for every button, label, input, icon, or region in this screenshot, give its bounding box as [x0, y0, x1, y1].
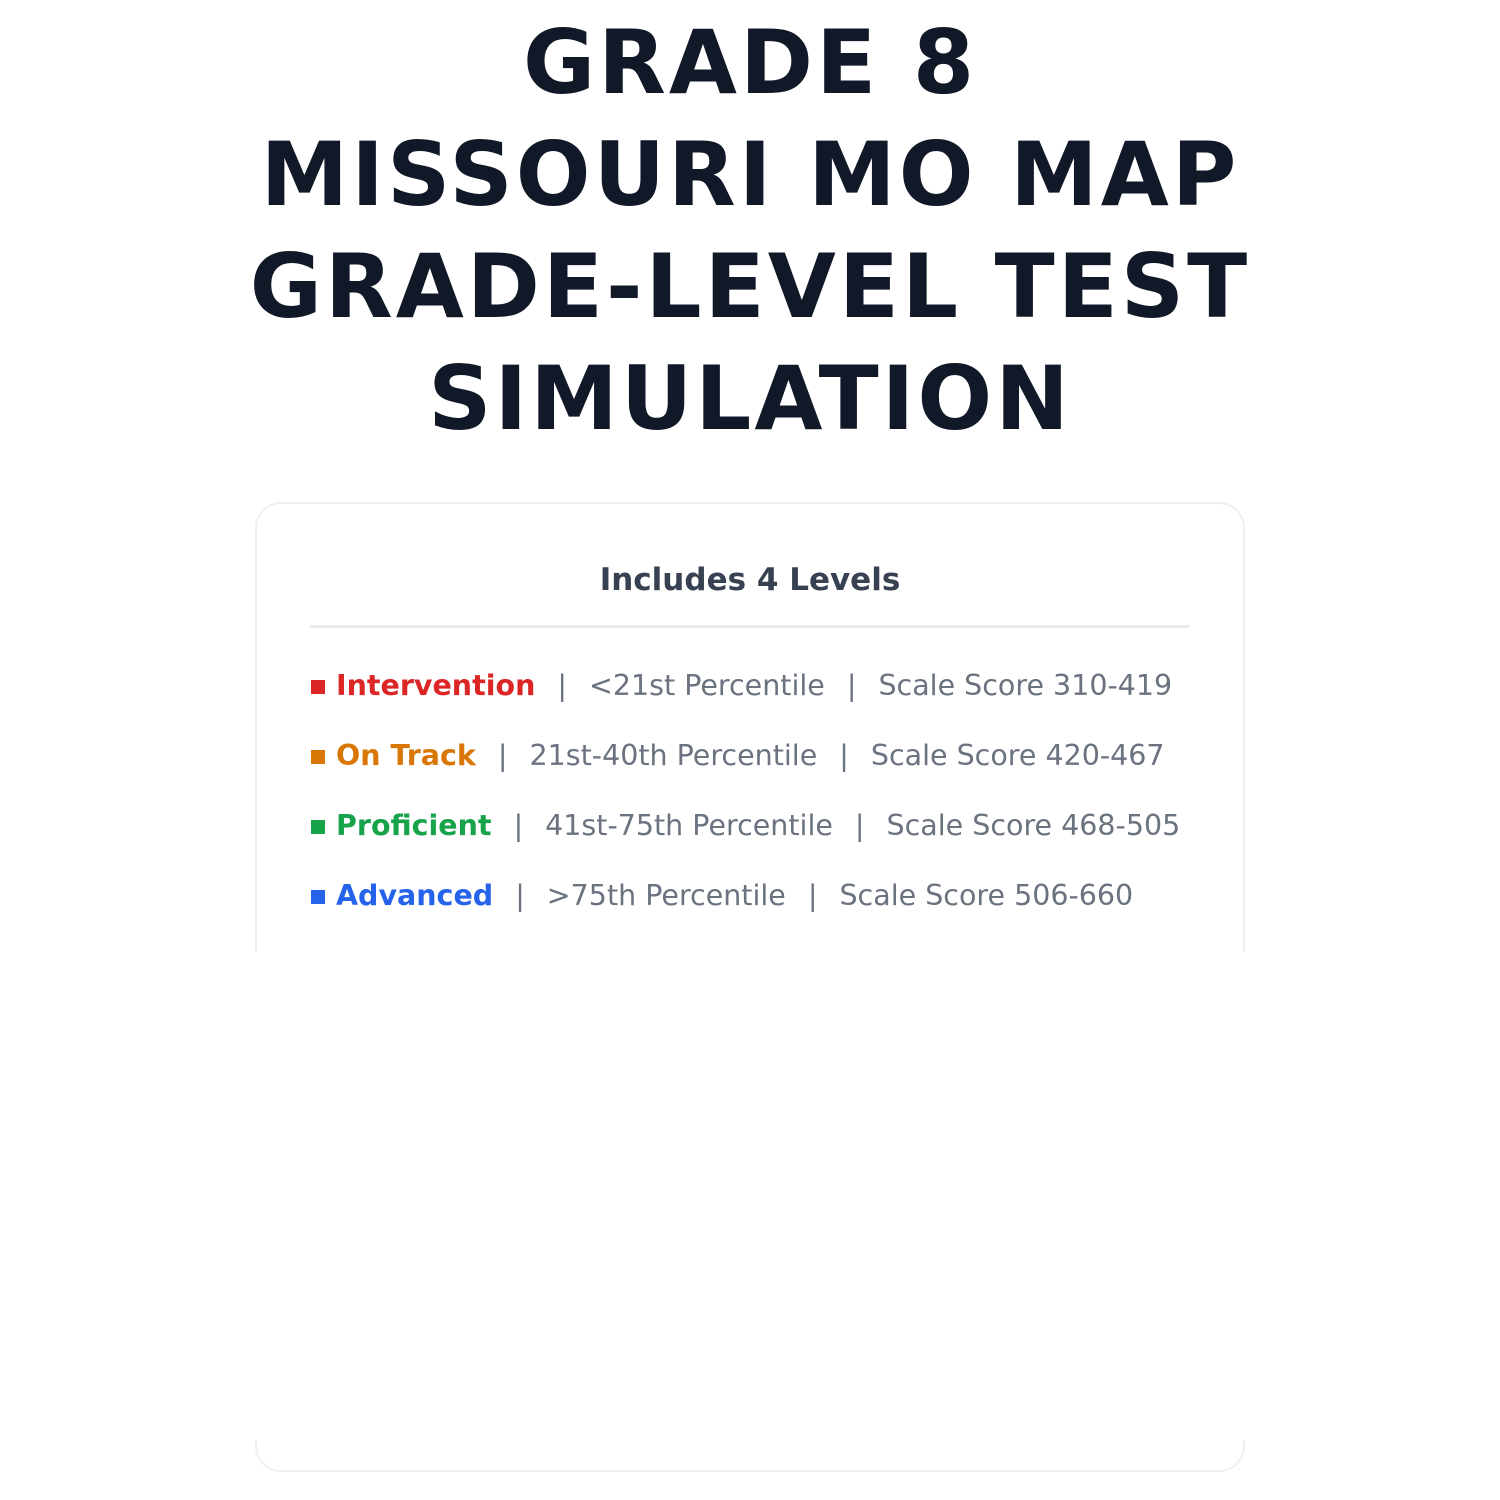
level-row: Proficient | 41st-75th Percentile | Scale Sc…: [311, 806, 1180, 876]
level-percentile: 21st-40th Percentile: [529, 739, 818, 772]
square-bullet-icon: [311, 680, 325, 694]
level-percentile: <21st Percentile: [588, 669, 825, 702]
title-line: MISSOURI MO MAP: [260, 123, 1240, 226]
level-label: Advanced: [336, 879, 494, 912]
square-bullet-icon: [311, 750, 325, 764]
separator: |: [807, 879, 818, 912]
separator: |: [515, 879, 525, 912]
level-label: On Track: [336, 739, 476, 772]
level-percentile: >75th Percentile: [546, 879, 786, 912]
levels-list: Intervention | <21st Percentile | Scale Scor…: [311, 666, 1180, 946]
level-scale-score: Scale Score 506-660: [839, 879, 1134, 912]
level-row: Intervention | <21st Percentile | Scale Scor…: [311, 666, 1180, 736]
level-scale-score: Scale Score 310-419: [878, 669, 1173, 702]
divider: [310, 625, 1190, 628]
square-bullet-icon: [311, 820, 325, 834]
title-line: GRADE-LEVEL TEST: [249, 235, 1251, 338]
card-heading: Includes 4 Levels: [599, 562, 901, 598]
separator: |: [839, 739, 849, 772]
level-row: Advanced | >75th Percentile | Scale Score 50…: [311, 876, 1180, 946]
level-scale-score: Scale Score 420-467: [870, 739, 1165, 772]
title-line: SIMULATION: [428, 347, 1072, 450]
separator: |: [846, 669, 857, 702]
separator: |: [497, 739, 508, 772]
level-label: Proficient: [336, 809, 492, 842]
separator: |: [854, 809, 865, 842]
level-label: Intervention: [336, 669, 536, 702]
card-fade: [250, 952, 1250, 1440]
square-bullet-icon: [311, 890, 325, 904]
separator: |: [557, 669, 567, 702]
level-row: On Track | 21st-40th Percentile | Scale Scor…: [311, 736, 1180, 806]
title-line: GRADE 8: [522, 11, 978, 114]
level-percentile: 41st-75th Percentile: [545, 809, 833, 842]
separator: |: [513, 809, 524, 842]
page-title: GRADE 8 MISSOURI MO MAP GRADE-LEVEL TEST…: [0, 7, 1500, 455]
level-scale-score: Scale Score 468-505: [886, 809, 1181, 842]
